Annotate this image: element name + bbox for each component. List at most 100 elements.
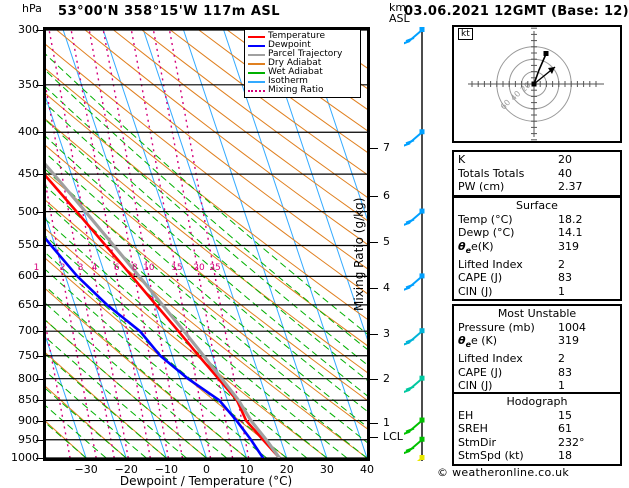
data-row-key: Pressure (mb) [458, 320, 535, 334]
data-row: EH 15 [454, 409, 620, 423]
panel-title: Most Unstable [497, 307, 577, 320]
data-row: θee (K) 319 [454, 334, 620, 352]
data-row-value: 61 [558, 422, 572, 436]
temperature-tick-label: 10 [239, 463, 254, 476]
data-row-value: 1 [558, 379, 565, 393]
mixing-ratio-value-label: 3 [77, 263, 84, 274]
data-row-key: θee (K) [458, 334, 498, 350]
pressure-tick-label: 300 [18, 23, 39, 36]
pressure-tick [36, 355, 43, 357]
pressure-tick-label: 450 [18, 167, 39, 181]
pressure-unit-label: hPa [22, 2, 42, 15]
data-row-key: StmDir [458, 435, 497, 449]
data-row-key: Totals Totals [458, 166, 525, 180]
legend-swatch [248, 53, 265, 56]
hodograph-data-panel: Hodograph EH 15 SREH 61 StmDir 232° StmSpd (kt)… [452, 392, 622, 466]
hodograph-wind-trace [533, 53, 547, 85]
mixing-ratio-value-label: 10 [143, 263, 155, 274]
altitude-tick [370, 333, 378, 335]
skewt-plot-area[interactable] [46, 30, 367, 458]
hodograph-plot[interactable]: 20 40 60 [452, 21, 622, 147]
data-row: Pressure (mb) 1004 [454, 321, 620, 335]
data-row-value: 14.1 [558, 226, 583, 240]
data-row: StmDir 232° [454, 436, 620, 450]
wind-barb [404, 417, 425, 435]
legend-label: Dry Adiabat [268, 58, 322, 68]
altitude-tick [370, 195, 378, 197]
altitude-tick-label: 1 [383, 415, 390, 429]
data-row-key: PW (cm) [458, 180, 505, 194]
most-unstable-panel: Most Unstable Pressure (mb) 1004 θee (K) 319… [452, 304, 622, 396]
data-row: Lifted Index 2 [454, 352, 620, 366]
pressure-tick [36, 331, 43, 333]
data-row-key: CIN (J) [458, 379, 493, 393]
wind-barb [404, 273, 425, 291]
temperature-tick-label: 30 [319, 463, 334, 476]
data-row: Temp (°C) 18.2 [454, 213, 620, 227]
altitude-unit-label: km ASL [389, 2, 410, 24]
altitude-tick-label: 2 [383, 371, 390, 385]
data-row-value: 15 [558, 408, 572, 422]
legend-item: Temperature [248, 32, 357, 41]
stability-indices-panel: K 20 Totals Totals 40 PW (cm) 2.37 [452, 150, 622, 197]
wind-barb [416, 455, 425, 461]
panel-title: Surface [516, 199, 558, 212]
pressure-tick-label: 600 [18, 269, 39, 283]
altitude-unit-line2: ASL [389, 12, 410, 25]
pressure-tick-label: 850 [18, 393, 39, 407]
pressure-tick-label: 500 [18, 204, 39, 218]
altitude-tick-label: 5 [383, 235, 390, 249]
mixing-ratio-value-label: 20 [193, 263, 205, 274]
legend: Temperature Dewpoint Parcel Trajectory Dry … [244, 29, 361, 98]
data-row: θee(K) 319 [454, 240, 620, 258]
legend-swatch [248, 89, 265, 92]
pressure-tick [36, 276, 43, 278]
pressure-tick [36, 30, 43, 31]
legend-item: Dewpoint [248, 41, 357, 50]
temperature-tick-label: 20 [279, 463, 294, 476]
legend-label: Temperature [268, 31, 326, 41]
data-row-key: Temp (°C) [458, 212, 513, 226]
wind-barb [404, 375, 425, 393]
pressure-tick-label: 1000 [11, 451, 39, 464]
temperature-tick-label: −20 [114, 463, 138, 476]
mixing-ratio-value-label: 4 [91, 263, 98, 274]
pressure-tick-label: 650 [18, 297, 39, 311]
mixing-ratio-value-label: 2 [59, 263, 66, 274]
surface-panel: Surface Temp (°C) 18.2 Dewp (°C) 14.1 θee(K) 3… [452, 196, 622, 302]
legend-swatch [248, 44, 265, 47]
data-row-value: 18 [558, 449, 572, 463]
wind-barb [404, 328, 425, 346]
mixing-ratio-value-label: 1 [33, 263, 40, 274]
pressure-tick [36, 211, 43, 213]
legend-item: Dry Adiabat [248, 59, 357, 68]
data-row: Lifted Index 2 [454, 258, 620, 272]
legend-swatch [248, 80, 265, 83]
legend-label: Dewpoint [268, 40, 311, 50]
legend-swatch [248, 35, 265, 38]
data-row: SREH 61 [454, 422, 620, 436]
data-row-key: K [458, 153, 466, 166]
hodograph-unit-label: kt [458, 28, 473, 40]
station-title: 53°00'N 358°15'W 117m ASL [58, 4, 281, 19]
copyright-footer: © weatheronline.co.uk [437, 466, 570, 479]
data-row-key: CIN (J) [458, 284, 493, 298]
data-row-key: SREH [458, 422, 488, 436]
data-row-value: 83 [558, 271, 572, 285]
altitude-unit-line1: km [389, 1, 407, 14]
data-row-value: 1004 [558, 320, 586, 334]
data-row-key: Lifted Index [458, 257, 523, 271]
pressure-tick [36, 420, 43, 422]
data-row: PW (cm) 2.37 [454, 180, 620, 194]
legend-item: Parcel Trajectory [248, 50, 357, 59]
pressure-tick-label: 950 [18, 432, 39, 446]
altitude-tick [370, 378, 378, 380]
pressure-tick-label: 750 [18, 348, 39, 362]
data-row-value: 18.2 [558, 212, 583, 226]
altitude-tick-label: 3 [383, 326, 390, 340]
data-row-value: 2 [558, 257, 565, 271]
data-row: CIN (J) 1 [454, 379, 620, 393]
data-row-value: 319 [558, 239, 579, 253]
wind-barb [404, 27, 425, 45]
